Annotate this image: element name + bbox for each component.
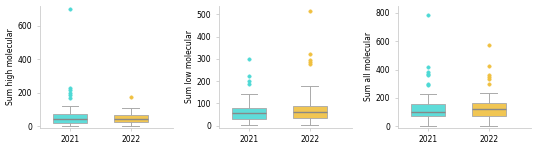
Y-axis label: Sum all molecular: Sum all molecular	[364, 32, 373, 101]
PathPatch shape	[411, 104, 445, 116]
PathPatch shape	[233, 108, 266, 119]
PathPatch shape	[114, 115, 148, 122]
PathPatch shape	[53, 114, 87, 123]
PathPatch shape	[472, 103, 506, 116]
Y-axis label: Sum high molecular: Sum high molecular	[5, 28, 14, 105]
PathPatch shape	[293, 106, 326, 118]
Y-axis label: Sum low molecular: Sum low molecular	[185, 30, 193, 103]
